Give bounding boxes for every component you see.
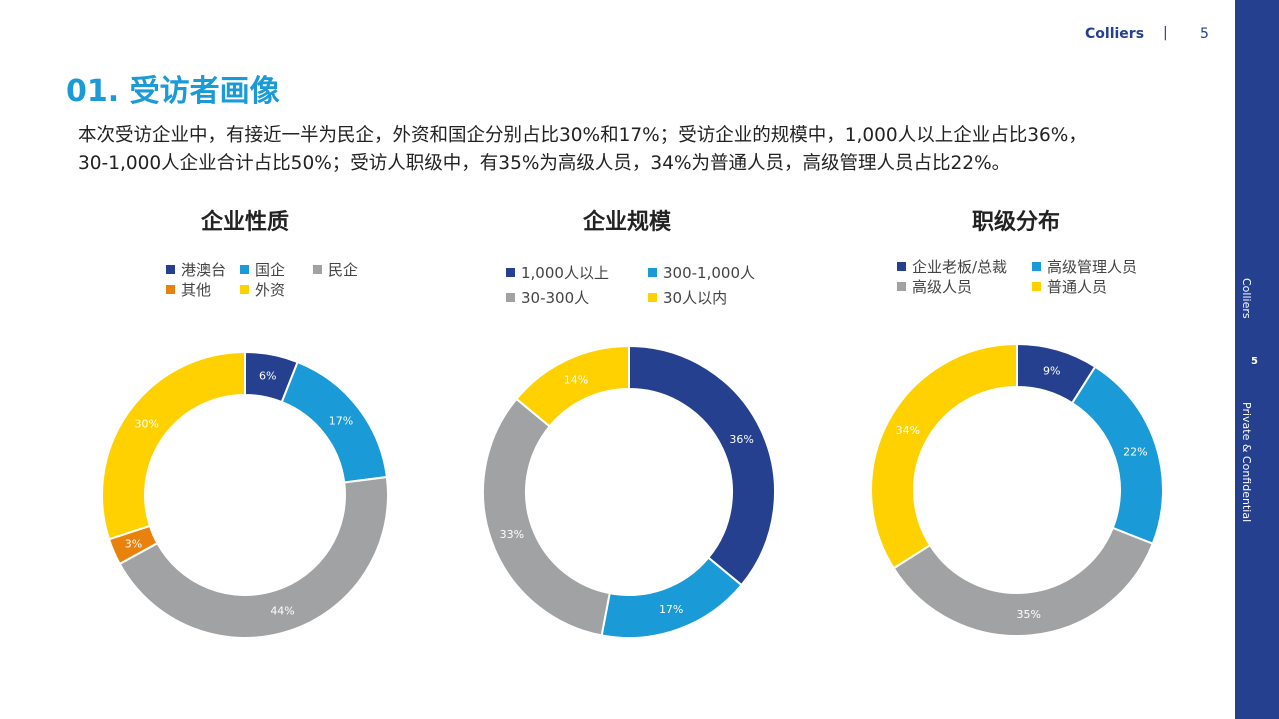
sidebar bbox=[1235, 0, 1279, 719]
donut-slice-size-1 bbox=[600, 556, 743, 639]
legend-item: 30人以内 bbox=[648, 288, 727, 308]
summary-line-2: 30-1,000人企业合计占比50%；受访人职级中，有35%为高级人员，34%为… bbox=[78, 153, 1011, 174]
legend-item: 普通人员 bbox=[1032, 277, 1107, 297]
data-label-size-0: 36% bbox=[729, 433, 753, 446]
data-label-level-0: 9% bbox=[1043, 364, 1060, 377]
data-label-level-3: 34% bbox=[896, 424, 920, 437]
legend-item: 30-300人 bbox=[506, 288, 589, 308]
legend-swatch bbox=[240, 265, 249, 274]
legend-label: 30-300人 bbox=[521, 289, 590, 307]
legend-item: 其他 bbox=[166, 280, 211, 300]
data-label-size-3: 14% bbox=[564, 373, 588, 386]
data-label-ownership-0: 6% bbox=[259, 370, 276, 383]
legend-item: 高级管理人员 bbox=[1032, 257, 1137, 277]
chart-title-ownership: 企业性质 bbox=[200, 210, 289, 235]
donut-slice-level-2 bbox=[892, 526, 1155, 637]
legend-item: 1,000人以上 bbox=[506, 263, 609, 283]
data-label-ownership-3: 3% bbox=[125, 537, 142, 550]
legend-label: 企业老板/总裁 bbox=[912, 258, 1008, 276]
legend-swatch bbox=[506, 293, 515, 302]
page-title: 01. 受访者画像 bbox=[66, 74, 280, 109]
donut-slice-size-3 bbox=[515, 344, 630, 428]
sidebar-page-number: 5 bbox=[1251, 356, 1258, 367]
data-label-level-1: 22% bbox=[1123, 446, 1147, 459]
data-label-size-1: 17% bbox=[659, 603, 683, 616]
legend-swatch bbox=[1032, 262, 1041, 271]
legend-swatch bbox=[166, 265, 175, 274]
legend-item: 企业老板/总裁 bbox=[897, 257, 1007, 277]
legend-label: 外资 bbox=[255, 281, 286, 299]
donut-slice-size-0 bbox=[628, 344, 776, 587]
legend-label: 300-1,000人 bbox=[663, 264, 755, 282]
data-label-level-2: 35% bbox=[1016, 608, 1040, 621]
legend-swatch bbox=[1032, 282, 1041, 291]
legend-label: 高级人员 bbox=[912, 278, 973, 296]
legend-swatch bbox=[897, 262, 906, 271]
legend-item: 港澳台 bbox=[166, 260, 226, 280]
legend-swatch bbox=[897, 282, 906, 291]
data-label-ownership-2: 44% bbox=[270, 605, 294, 618]
header-separator: | bbox=[1163, 25, 1168, 41]
donut-slice-ownership-2 bbox=[118, 475, 389, 639]
legend-item: 民企 bbox=[313, 260, 358, 280]
donut-slice-ownership-4 bbox=[101, 350, 246, 541]
summary-line-1: 本次受访企业中，有接近一半为民企，外资和国企分别占比30%和17%；受访企业的规… bbox=[78, 125, 1087, 146]
legend-label: 其他 bbox=[181, 281, 212, 299]
legend-label: 港澳台 bbox=[181, 261, 227, 279]
legend-item: 高级人员 bbox=[897, 277, 972, 297]
data-label-ownership-1: 17% bbox=[329, 415, 353, 428]
donut-size: 36% 17% 33% 14% bbox=[482, 344, 776, 639]
legend-swatch bbox=[648, 293, 657, 302]
donut-slice-level-3 bbox=[870, 342, 1018, 570]
header-page-number: 5 bbox=[1200, 26, 1209, 42]
donut-charts: 6% 17% 44% 3% 30% 36% 17% 33% 14% 9% 22% 35% 34% bbox=[101, 342, 1164, 639]
summary-text: 本次受访企业中，有接近一半为民企，外资和国企分别占比30%和17%；受访企业的规… bbox=[78, 122, 1228, 178]
legend-label: 国企 bbox=[255, 261, 286, 279]
legend-swatch bbox=[648, 268, 657, 277]
brand-logo-text: Colliers bbox=[1085, 26, 1145, 42]
legend-swatch bbox=[313, 265, 322, 274]
legend-label: 1,000人以上 bbox=[521, 264, 609, 282]
legend-swatch bbox=[240, 285, 249, 294]
legend-item: 300-1,000人 bbox=[648, 263, 755, 283]
donut-ownership: 6% 17% 44% 3% 30% bbox=[101, 350, 389, 639]
donut-slice-size-2 bbox=[482, 397, 611, 637]
legend-label: 普通人员 bbox=[1047, 278, 1108, 296]
legend-swatch bbox=[166, 285, 175, 294]
legend-label: 高级管理人员 bbox=[1047, 258, 1138, 276]
data-label-ownership-4: 30% bbox=[134, 418, 158, 431]
legend-label: 30人以内 bbox=[663, 289, 728, 307]
chart-title-size: 企业规模 bbox=[582, 210, 671, 235]
chart-title-level: 职级分布 bbox=[971, 210, 1060, 235]
legend-item: 外资 bbox=[240, 280, 285, 300]
legend-swatch bbox=[506, 268, 515, 277]
sidebar-confidential-label: Private & Confidential bbox=[1240, 402, 1253, 523]
donut-level: 9% 22% 35% 34% bbox=[870, 342, 1164, 637]
legend-label: 民企 bbox=[328, 261, 359, 279]
sidebar-brand-label: Colliers bbox=[1240, 278, 1253, 319]
donut-slice-level-1 bbox=[1070, 365, 1164, 546]
legend-item: 国企 bbox=[240, 260, 285, 280]
data-label-size-2: 33% bbox=[500, 528, 524, 541]
